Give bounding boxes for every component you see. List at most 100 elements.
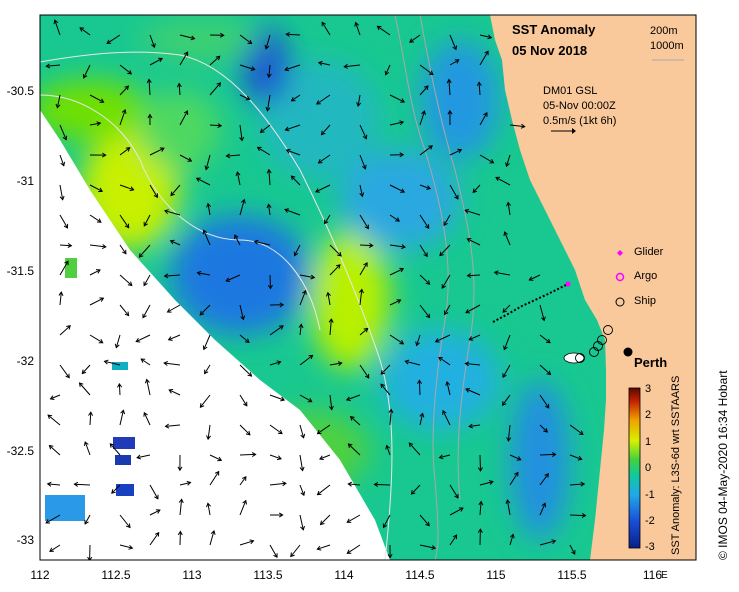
current-vector <box>209 124 222 127</box>
current-vector-head <box>447 109 453 115</box>
current-vector <box>479 154 494 164</box>
current-vector <box>111 484 121 494</box>
current-vector <box>170 184 181 196</box>
current-vector <box>507 424 511 441</box>
current-vector-head <box>267 284 273 290</box>
current-vector-head <box>216 82 222 87</box>
current-vector-head <box>290 552 295 558</box>
current-vector <box>419 244 428 257</box>
current-vector-head <box>503 345 508 351</box>
current-vector-head <box>428 145 433 150</box>
current-vector-head <box>215 55 221 61</box>
current-vector <box>472 184 481 193</box>
current-vector <box>448 79 451 96</box>
current-vector <box>239 394 248 407</box>
current-vector-head <box>354 21 360 27</box>
current-vector <box>207 424 211 440</box>
current-vector <box>269 394 285 401</box>
current-vector <box>299 394 312 403</box>
current-vector-head <box>300 433 306 439</box>
current-vector <box>89 334 103 344</box>
current-vector <box>347 544 361 554</box>
current-vector-head <box>266 73 272 79</box>
current-vector-head <box>245 95 251 101</box>
current-vector <box>119 147 131 156</box>
current-vector-head <box>489 159 495 164</box>
current-vector-head <box>214 470 220 476</box>
y-tick-label: -31.5 <box>6 264 34 278</box>
current-vector <box>355 22 361 36</box>
current-vector-head <box>454 194 459 200</box>
current-vector-head <box>159 147 165 152</box>
current-vector <box>479 112 488 126</box>
current-vector <box>239 124 243 141</box>
current-vector <box>329 264 341 276</box>
current-vector <box>506 154 511 167</box>
current-vector <box>539 473 549 486</box>
current-vector <box>149 509 161 516</box>
current-vector <box>317 484 331 496</box>
current-vector-head <box>441 284 446 289</box>
current-vector <box>291 94 301 102</box>
current-vector-head <box>514 471 519 477</box>
current-vector <box>239 500 247 516</box>
current-vector-head <box>81 369 87 375</box>
current-vector <box>203 230 211 246</box>
current-vector-head <box>343 63 349 69</box>
current-vector-head <box>163 209 169 215</box>
current-vector <box>207 503 211 516</box>
current-vector <box>374 483 391 486</box>
current-vector-head <box>425 280 431 285</box>
current-vector <box>479 501 482 516</box>
current-vector-head <box>206 202 211 208</box>
current-vector-head <box>380 370 386 375</box>
current-vector <box>239 304 244 320</box>
current-vector <box>46 64 61 67</box>
current-vector-head <box>102 152 107 158</box>
current-vector <box>236 172 241 186</box>
current-vector-head <box>153 193 158 199</box>
current-vector-head <box>468 336 474 341</box>
current-vector <box>284 209 301 216</box>
y-tick-label: -33 <box>16 533 34 547</box>
current-vector <box>239 334 250 343</box>
current-vector <box>179 154 192 162</box>
current-vector <box>199 304 211 316</box>
current-vector-head <box>199 403 205 408</box>
current-vector-head <box>434 338 440 343</box>
current-vector-head <box>49 395 55 400</box>
current-vector-head <box>62 135 68 141</box>
current-vector <box>89 94 104 103</box>
current-vector-head <box>571 549 576 555</box>
current-vector-head <box>196 270 202 276</box>
current-vector <box>539 364 551 375</box>
current-vector <box>479 34 492 39</box>
current-vector-head <box>298 323 304 329</box>
current-vector-head <box>114 343 120 349</box>
current-vector <box>389 409 392 426</box>
current-vector-head <box>399 152 405 158</box>
current-vector <box>380 364 391 375</box>
current-vector <box>81 364 91 374</box>
current-vector <box>268 64 271 78</box>
current-vector-head <box>501 401 507 406</box>
current-vector-head <box>250 66 256 71</box>
current-vector-head <box>284 126 290 132</box>
argo-legend-symbol <box>615 272 625 282</box>
perth-marker <box>623 347 633 357</box>
current-vector-head <box>484 50 489 56</box>
colorbar-tick: -1 <box>645 489 655 501</box>
current-vector-head <box>284 66 290 72</box>
current-vector <box>449 59 460 66</box>
current-vector-head <box>396 299 402 304</box>
current-vector <box>348 483 361 486</box>
current-vector-head <box>45 63 51 69</box>
current-vector-head <box>98 338 104 344</box>
current-vector <box>119 109 126 126</box>
current-vector-head <box>477 528 483 533</box>
current-vector-head <box>424 224 430 230</box>
current-vector-head <box>127 70 133 75</box>
current-vector-head <box>505 162 510 168</box>
x-axis-suffix: E <box>661 570 668 581</box>
current-vector-head <box>143 281 148 287</box>
